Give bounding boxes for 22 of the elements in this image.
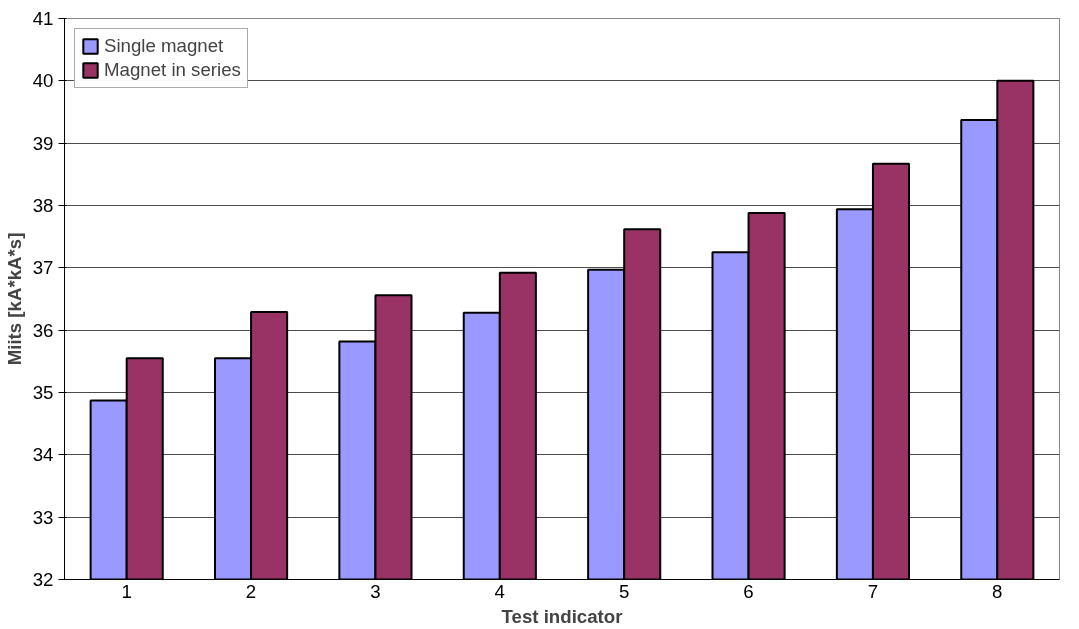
x-tick-label: 3: [370, 580, 381, 602]
x-tick-label: 7: [867, 580, 879, 602]
legend-label: Single magnet: [104, 35, 224, 57]
x-axis-title: Test indicator: [501, 605, 623, 627]
y-tick-label: 36: [32, 319, 54, 341]
y-tick-label: 34: [32, 444, 54, 466]
x-tick-label: 2: [245, 580, 257, 602]
legend-label: Magnet in series: [104, 59, 241, 81]
y-tick-label: 33: [32, 506, 54, 528]
x-tick-label: 5: [619, 580, 630, 602]
y-tick-label: 39: [32, 132, 54, 154]
y-tick-label: 40: [32, 70, 54, 92]
x-tick-label: 4: [494, 580, 506, 602]
y-tick-label: 32: [32, 569, 54, 590]
y-axis-title: Miits [kA*kA*s]: [3, 232, 25, 366]
y-tick-label: 37: [32, 257, 54, 279]
x-tick-label: 1: [121, 580, 132, 602]
y-tick-label: 35: [32, 382, 54, 403]
x-tick-label: 6: [743, 580, 754, 602]
y-tick-label: 41: [32, 8, 54, 29]
x-tick-label: 8: [992, 580, 1003, 602]
y-tick-label: 38: [32, 195, 54, 216]
